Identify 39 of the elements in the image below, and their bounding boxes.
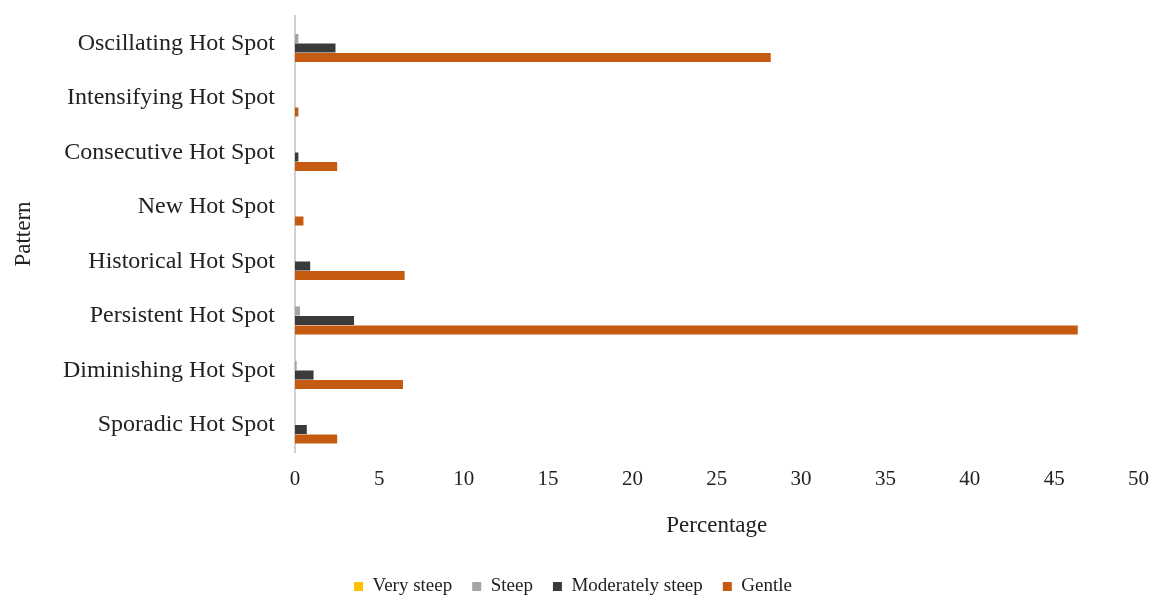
x-tick-label: 20: [621, 466, 643, 491]
y-tick-label: Intensifying Hot Spot: [67, 83, 276, 110]
bar: [295, 424, 307, 435]
x-tick-label: 35: [874, 466, 896, 491]
bar: [295, 43, 336, 53]
y-tick-label: Persistent Hot Spot: [89, 301, 276, 328]
y-tick-label: Consecutive Hot Spot: [64, 137, 276, 164]
x-tick-label: 0: [289, 466, 301, 491]
bar: [295, 370, 314, 380]
x-tick-label: 5: [374, 466, 385, 491]
bar: [295, 261, 311, 271]
x-tick-label: 30: [790, 466, 812, 491]
bar: [295, 271, 405, 281]
y-tick-label: New Hot Spot: [137, 192, 276, 219]
bar: [295, 315, 355, 326]
x-tick-label: 25: [706, 466, 728, 491]
x-tick-label: 15: [537, 466, 559, 491]
y-tick-label: Historical Hot Spot: [88, 246, 276, 273]
legend-label: Gentle: [741, 574, 792, 596]
legend-label: Very steep: [372, 574, 453, 596]
y-tick-label: Diminishing Hot Spot: [62, 355, 276, 382]
bar: [295, 380, 403, 390]
legend-label: Moderately steep: [571, 574, 703, 596]
bar: [295, 152, 299, 162]
y-tick-label: Sporadic Hot Spot: [97, 410, 276, 437]
bar: [295, 216, 304, 226]
x-axis-title: Percentage: [666, 512, 768, 538]
bar: [295, 162, 338, 172]
bar: [295, 434, 338, 444]
x-tick-label: 45: [1043, 466, 1065, 491]
x-tick-label: 40: [959, 466, 981, 491]
x-tick-label: 50: [1128, 466, 1149, 491]
y-tick-label: Oscillating Hot Spot: [77, 28, 276, 55]
bar: [295, 325, 1078, 335]
x-tick-label: 10: [453, 466, 475, 491]
bar: [295, 53, 771, 63]
bar: [295, 306, 301, 316]
y-axis-title: Pattern: [9, 200, 35, 267]
legend-label: Steep: [490, 574, 533, 596]
